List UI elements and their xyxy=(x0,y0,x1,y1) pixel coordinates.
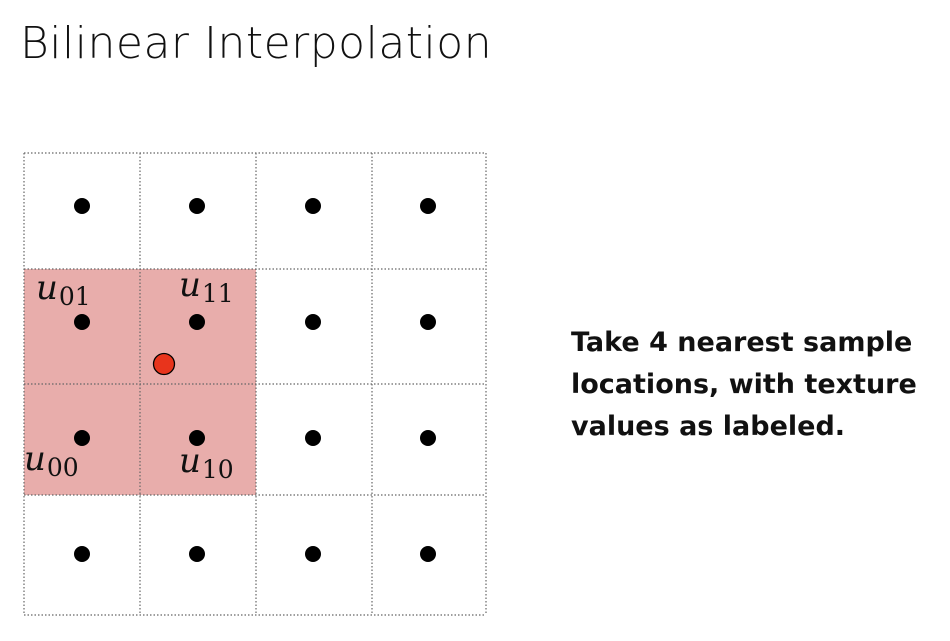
label-u00-base: u xyxy=(24,439,46,479)
sample-dot xyxy=(74,314,90,330)
caption-line: Take 4 nearest sample xyxy=(571,327,913,358)
sample-dot xyxy=(74,430,90,446)
texel-labels: u01 u11 u00 u10 xyxy=(24,265,234,484)
sample-dot xyxy=(189,314,205,330)
query-point xyxy=(152,352,176,376)
sample-dot xyxy=(420,198,436,214)
label-u11-sub: 11 xyxy=(202,279,234,308)
caption: Take 4 nearest sample locations, with te… xyxy=(571,322,950,448)
sample-dot xyxy=(189,430,205,446)
label-u11: u11 xyxy=(179,265,234,308)
label-u01-sub: 01 xyxy=(59,282,91,311)
label-u01: u01 xyxy=(36,268,91,311)
label-u11-base: u xyxy=(179,265,201,305)
sample-dot xyxy=(420,546,436,562)
label-u00-sub: 00 xyxy=(47,453,79,482)
slide-title: Bilinear Interpolation xyxy=(20,18,493,69)
sample-dot xyxy=(305,198,321,214)
sample-dot xyxy=(420,314,436,330)
sample-dot xyxy=(189,198,205,214)
label-u00: u00 xyxy=(24,439,79,482)
caption-line: values as labeled. xyxy=(571,411,846,442)
sample-dot xyxy=(420,430,436,446)
label-u10-sub: 10 xyxy=(202,455,234,484)
sample-dot xyxy=(305,546,321,562)
label-u01-base: u xyxy=(36,268,58,308)
caption-line: locations, with texture xyxy=(571,369,917,400)
grid-lines xyxy=(23,152,487,616)
sample-dot xyxy=(305,430,321,446)
sample-dot xyxy=(74,198,90,214)
sample-dot xyxy=(74,546,90,562)
sample-dot xyxy=(305,314,321,330)
sample-dots xyxy=(74,198,436,562)
label-u10-base: u xyxy=(179,441,201,481)
sample-dot xyxy=(189,546,205,562)
label-u10: u10 xyxy=(179,441,234,484)
